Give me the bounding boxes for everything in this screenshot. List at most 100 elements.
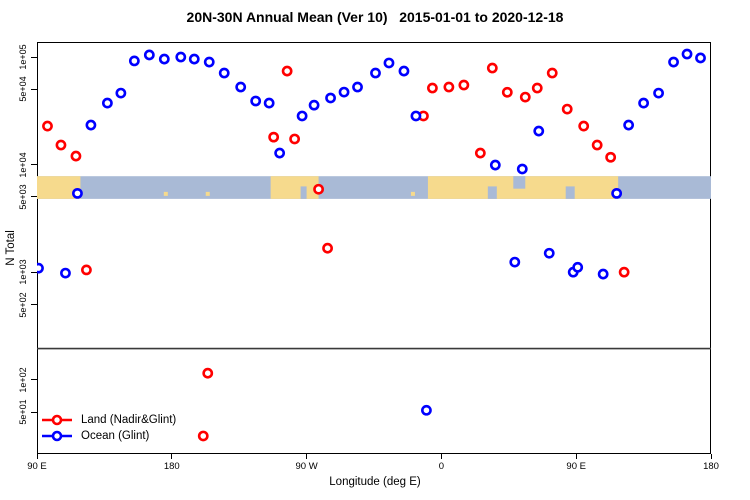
land-data-point xyxy=(591,139,603,151)
x-tick-label: 180 xyxy=(703,461,719,472)
land-data-point xyxy=(427,82,438,94)
y-axis-title: N Total xyxy=(5,230,17,266)
map-band-island xyxy=(205,191,210,196)
land-data-point xyxy=(519,91,531,103)
land-series-marker-icon xyxy=(42,414,72,426)
land-data-point xyxy=(322,242,333,254)
ocean-data-point xyxy=(143,49,155,61)
y-tick-label: 1e+03 xyxy=(18,259,28,285)
y-tick-label: 5e+04 xyxy=(18,76,28,103)
y-tick-mark xyxy=(31,164,37,166)
x-tick-label: 90 W xyxy=(295,461,318,472)
chart-title: 20N-30N Annual Mean (Ver 10) 2015-01-01 … xyxy=(186,9,564,25)
scatter-plot xyxy=(37,48,711,442)
ocean-data-point xyxy=(325,92,336,104)
land-data-point xyxy=(443,81,455,93)
land-data-point xyxy=(202,367,214,379)
land-data-point xyxy=(42,120,53,132)
ocean-data-point xyxy=(695,52,706,64)
y-tick-label: 5e+03 xyxy=(18,184,28,210)
map-band-island xyxy=(410,191,415,196)
ocean-data-point xyxy=(338,86,350,98)
legend-item-ocean: Ocean (Glint) xyxy=(40,428,176,444)
ocean-data-point xyxy=(128,55,140,67)
ocean-data-point xyxy=(572,261,584,273)
ocean-data-point xyxy=(296,110,308,122)
map-band-island xyxy=(163,191,168,196)
ocean-data-point xyxy=(516,163,528,175)
land-data-point xyxy=(531,82,543,94)
y-tick-mark xyxy=(31,411,37,413)
x-tick-label: 90 E xyxy=(27,461,47,472)
x-tick-mark xyxy=(575,454,577,459)
land-data-point xyxy=(458,79,470,91)
ocean-data-point xyxy=(235,81,247,93)
ocean-data-point xyxy=(115,87,127,99)
ocean-data-point xyxy=(383,57,395,69)
land-data-point xyxy=(313,183,324,195)
y-tick-mark xyxy=(31,379,37,381)
y-tick-label: 1e+05 xyxy=(18,44,28,70)
land-data-point xyxy=(55,139,67,151)
land-data-point xyxy=(501,86,513,98)
ocean-data-point xyxy=(274,147,286,159)
ocean-data-point xyxy=(308,99,320,111)
x-tick-mark xyxy=(306,454,308,459)
x-tick-mark xyxy=(36,454,38,459)
x-tick-label: 0 xyxy=(438,461,445,472)
legend-item-land: Land (Nadir&Glint) xyxy=(40,412,176,428)
x-tick-mark xyxy=(710,454,712,459)
map-band-land xyxy=(37,176,81,199)
ocean-data-point xyxy=(72,187,83,199)
ocean-data-point xyxy=(421,404,432,416)
ocean-data-point xyxy=(597,268,609,280)
ocean-data-point xyxy=(370,67,381,79)
x-tick-label: 90 E xyxy=(566,461,586,472)
y-tick-mark xyxy=(31,88,37,90)
map-band-land xyxy=(270,176,319,199)
ocean-data-point xyxy=(653,87,664,99)
ocean-data-point xyxy=(638,97,649,109)
land-data-point xyxy=(605,151,617,163)
x-axis-title: Longitude (deg E) xyxy=(329,476,421,488)
ocean-data-point xyxy=(509,256,521,268)
ocean-data-point xyxy=(611,187,623,199)
land-data-point xyxy=(578,120,590,132)
land-data-point xyxy=(268,131,280,143)
ocean-data-point xyxy=(85,119,97,131)
ocean-data-point xyxy=(263,97,275,109)
land-data-point xyxy=(546,67,558,79)
legend: Land (Nadir&Glint) Ocean (Glint) xyxy=(40,412,176,444)
ocean-data-point xyxy=(668,56,679,68)
map-band-sea-notch xyxy=(565,186,575,199)
ocean-series-marker-icon xyxy=(42,430,72,442)
y-tick-mark xyxy=(31,56,37,58)
ocean-data-point xyxy=(410,110,422,122)
x-tick-mark xyxy=(171,454,173,459)
ocean-data-point xyxy=(398,65,410,77)
ocean-data-point xyxy=(250,95,262,107)
land-data-point xyxy=(81,264,92,276)
ocean-data-point xyxy=(60,267,71,279)
legend-label-land: Land (Nadir&Glint) xyxy=(81,414,177,426)
y-tick-label: 1e+02 xyxy=(18,367,28,393)
x-tick-label: 180 xyxy=(163,461,180,472)
plot-area xyxy=(37,42,711,454)
map-band-sea-notch xyxy=(513,176,526,189)
ocean-data-point xyxy=(623,119,635,131)
y-tick-label: 5e+01 xyxy=(18,399,28,425)
legend-label-ocean: Ocean (Glint) xyxy=(81,430,150,442)
y-tick-label: 5e+02 xyxy=(18,291,28,318)
ocean-data-point xyxy=(533,125,545,137)
land-data-point xyxy=(486,62,498,74)
y-tick-mark xyxy=(31,304,37,306)
map-band-sea-notch xyxy=(300,186,307,199)
land-data-point xyxy=(70,150,82,162)
ocean-data-point xyxy=(158,53,170,65)
y-tick-label: 1e+04 xyxy=(18,151,28,178)
ocean-data-point xyxy=(543,247,555,259)
ocean-data-point xyxy=(203,56,215,68)
land-data-point xyxy=(474,147,486,159)
map-band-sea-notch xyxy=(487,186,497,199)
